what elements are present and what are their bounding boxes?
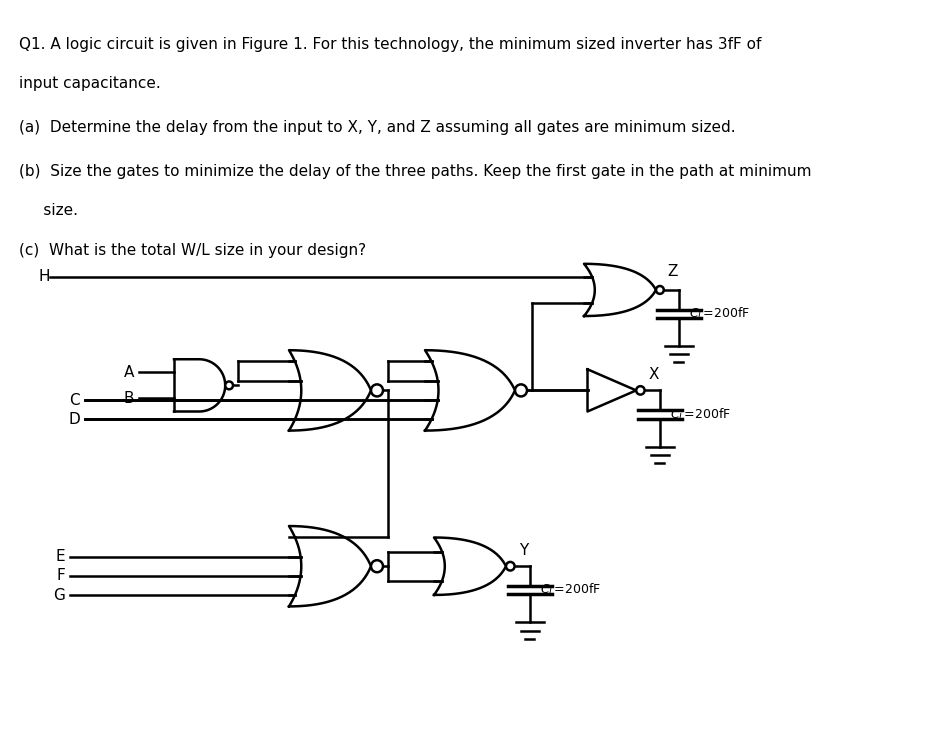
Text: $C_L$=200fF: $C_L$=200fF xyxy=(539,582,601,598)
Text: C: C xyxy=(69,392,80,408)
Text: (c)  What is the total W/L size in your design?: (c) What is the total W/L size in your d… xyxy=(19,243,366,258)
Text: A: A xyxy=(124,365,134,380)
Text: input capacitance.: input capacitance. xyxy=(19,76,161,91)
Circle shape xyxy=(637,386,644,395)
Text: B: B xyxy=(124,391,134,406)
Text: Q1. A logic circuit is given in Figure 1. For this technology, the minimum sized: Q1. A logic circuit is given in Figure 1… xyxy=(19,37,762,51)
Circle shape xyxy=(506,562,515,570)
Text: F: F xyxy=(56,568,65,583)
Text: (b)  Size the gates to minimize the delay of the three paths. Keep the first gat: (b) Size the gates to minimize the delay… xyxy=(19,164,812,179)
Circle shape xyxy=(656,286,664,294)
Text: $C_L$=200fF: $C_L$=200fF xyxy=(670,406,730,422)
Polygon shape xyxy=(289,526,371,606)
Text: size.: size. xyxy=(19,203,78,218)
Text: Y: Y xyxy=(518,542,528,558)
Text: D: D xyxy=(68,412,80,427)
Polygon shape xyxy=(425,350,515,430)
Text: X: X xyxy=(649,367,659,382)
Text: G: G xyxy=(53,588,65,602)
Text: E: E xyxy=(56,549,65,564)
Circle shape xyxy=(371,384,383,397)
Text: Z: Z xyxy=(668,264,678,280)
Polygon shape xyxy=(289,350,371,430)
Text: H: H xyxy=(39,269,50,284)
Polygon shape xyxy=(587,370,637,411)
Text: (a)  Determine the delay from the input to X, Y, and Z assuming all gates are mi: (a) Determine the delay from the input t… xyxy=(19,120,736,135)
Circle shape xyxy=(371,560,383,572)
Text: $C_L$=200fF: $C_L$=200fF xyxy=(689,306,750,322)
Polygon shape xyxy=(174,359,225,411)
Polygon shape xyxy=(584,264,656,316)
Circle shape xyxy=(515,384,527,397)
Circle shape xyxy=(225,381,233,389)
Polygon shape xyxy=(434,537,506,595)
